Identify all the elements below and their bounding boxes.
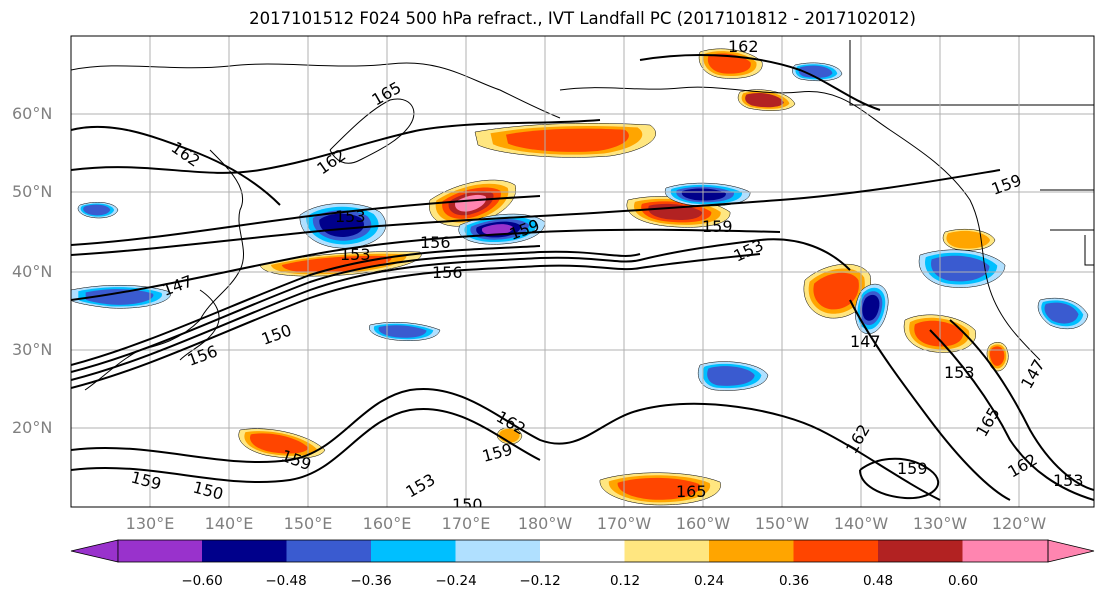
colorbar-tick-label: −0.12 bbox=[519, 573, 561, 589]
coastline-na-west bbox=[849, 40, 1094, 266]
colorbar-frame bbox=[117, 539, 1049, 563]
contour-label: 156 bbox=[432, 263, 463, 282]
contour-label: 153 bbox=[1053, 471, 1084, 490]
contour-label: 153 bbox=[944, 363, 975, 382]
anomaly-patch bbox=[813, 272, 859, 310]
anomaly-patch bbox=[931, 255, 990, 282]
colorbar-tick-label: −0.24 bbox=[435, 573, 477, 589]
contour-label: 156 bbox=[420, 233, 451, 252]
lon-label: 150°W bbox=[754, 514, 810, 533]
lon-label: 170°W bbox=[596, 514, 652, 533]
colorbar-segment bbox=[118, 540, 202, 562]
colorbar-tick-label: 0.60 bbox=[947, 573, 979, 589]
lon-label: 150°E bbox=[283, 514, 333, 533]
colorbar-segment bbox=[793, 540, 879, 562]
anomaly-patch bbox=[798, 65, 833, 78]
anomaly-patch bbox=[862, 294, 880, 321]
colorbar-tick-label: 0.24 bbox=[693, 573, 725, 589]
colorbar-tick-label: 0.48 bbox=[862, 573, 894, 589]
contour-label: 162 bbox=[728, 37, 759, 56]
lon-label: 170°E bbox=[441, 514, 491, 533]
lon-label: 120°W bbox=[991, 514, 1047, 533]
colorbar-segment bbox=[878, 540, 963, 562]
lon-label: 130°W bbox=[912, 514, 968, 533]
height-contours bbox=[71, 54, 1094, 501]
anomaly-patch bbox=[707, 53, 751, 74]
anomaly-patch bbox=[85, 289, 154, 305]
anomaly-patch bbox=[505, 128, 629, 152]
anomaly-patch bbox=[707, 366, 755, 386]
lat-label: 50°N bbox=[12, 182, 53, 201]
lon-label: 140°E bbox=[204, 514, 254, 533]
contour-label: 153 bbox=[335, 207, 366, 226]
anomaly-patch bbox=[250, 433, 309, 454]
contour-label: 165 bbox=[676, 482, 707, 501]
lon-label: 180°W bbox=[517, 514, 573, 533]
lat-label: 60°N bbox=[12, 104, 53, 123]
anomaly-patch bbox=[83, 204, 111, 216]
contour-label: 159 bbox=[897, 459, 928, 478]
anomaly-patch bbox=[481, 224, 513, 236]
colorbar-tick-label: −0.48 bbox=[265, 573, 307, 589]
lat-label: 20°N bbox=[12, 418, 53, 437]
anomaly-patch bbox=[989, 346, 1005, 366]
anomaly-patch bbox=[378, 325, 427, 338]
lon-label: 130°E bbox=[125, 514, 175, 533]
colorbar-segment bbox=[709, 540, 794, 562]
anomaly-patch bbox=[319, 213, 365, 237]
anomaly-patch bbox=[617, 477, 700, 500]
contour-label: 159 bbox=[702, 217, 733, 236]
coastline-alaska bbox=[559, 86, 1041, 361]
anomaly-patch bbox=[745, 92, 784, 108]
lon-label: 160°W bbox=[675, 514, 731, 533]
anomaly-patch bbox=[914, 320, 964, 347]
coastline-japan bbox=[179, 289, 220, 361]
map-frame bbox=[70, 35, 1095, 508]
contour-label: 150 bbox=[452, 495, 483, 514]
colorbar-tick-label: 0.12 bbox=[609, 573, 641, 589]
colorbar-segment bbox=[286, 540, 372, 562]
colorbar-tick-label: 0.36 bbox=[778, 573, 810, 589]
anomaly-patch bbox=[1044, 302, 1079, 324]
colorbar-extend-min bbox=[70, 539, 119, 563]
colorbar bbox=[70, 539, 1095, 563]
contour-label: 147 bbox=[850, 332, 881, 351]
anomaly-patch bbox=[946, 230, 991, 249]
colorbar-tick-label: −0.60 bbox=[181, 573, 223, 589]
lon-label: 140°W bbox=[833, 514, 889, 533]
colorbar-segment bbox=[371, 540, 456, 562]
lon-label: 160°E bbox=[362, 514, 412, 533]
colorbar-segment bbox=[202, 540, 287, 562]
plot-title: 2017101512 F024 500 hPa refract., IVT La… bbox=[249, 9, 916, 28]
colorbar-segment bbox=[624, 540, 710, 562]
lat-label: 30°N bbox=[12, 340, 53, 359]
graticule bbox=[71, 36, 1094, 507]
colorbar-segment bbox=[540, 540, 625, 562]
contour-label: 153 bbox=[340, 245, 371, 264]
colorbar-segment bbox=[455, 540, 541, 562]
colorbar-segment bbox=[962, 540, 1048, 562]
lat-label: 40°N bbox=[12, 262, 53, 281]
colorbar-tick-label: −0.36 bbox=[350, 573, 392, 589]
colorbar-extend-max bbox=[1047, 539, 1095, 563]
